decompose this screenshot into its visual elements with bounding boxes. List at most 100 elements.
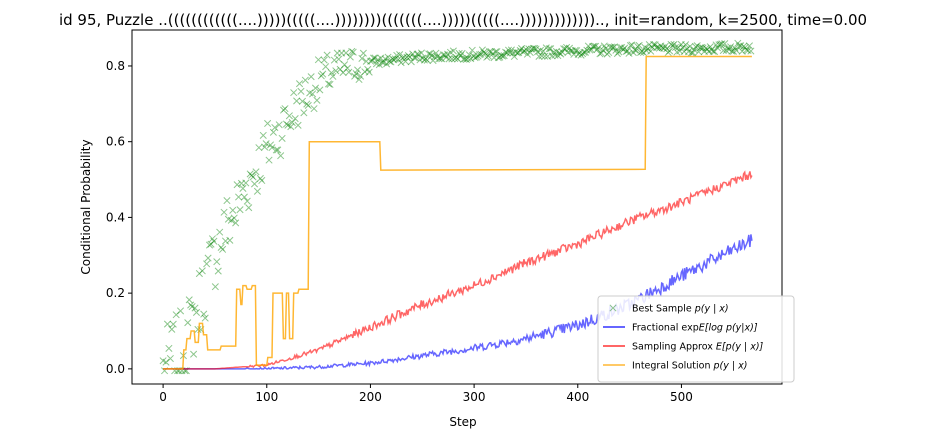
scatter-point xyxy=(349,48,357,56)
scatter-point xyxy=(503,49,511,57)
scatter-point xyxy=(410,54,418,62)
scatter-point xyxy=(159,357,167,365)
scatter-point xyxy=(459,55,468,63)
scatter-point xyxy=(361,68,369,76)
x-tick-label: 400 xyxy=(566,390,589,404)
scatter-point xyxy=(502,48,510,56)
scatter-point xyxy=(250,180,259,188)
series-line-3 xyxy=(163,55,752,370)
scatter-point xyxy=(213,258,221,266)
scatter-point xyxy=(532,45,540,53)
scatter-point xyxy=(351,72,359,80)
scatter-point xyxy=(528,45,536,53)
scatter-point xyxy=(314,56,322,64)
scatter-point xyxy=(165,344,173,352)
scatter-point xyxy=(441,51,449,59)
scatter-point xyxy=(229,206,237,214)
scatter-point xyxy=(445,55,453,63)
scatter-point xyxy=(529,44,537,52)
scatter-point xyxy=(677,40,685,48)
scatter-point xyxy=(449,47,457,55)
scatter-point xyxy=(224,215,232,223)
scatter-point xyxy=(597,49,605,57)
scatter-point xyxy=(248,171,256,179)
scatter-point xyxy=(635,41,643,50)
scatter-point xyxy=(478,46,486,54)
scatter-point xyxy=(680,48,688,56)
scatter-point xyxy=(487,48,495,56)
scatter-point xyxy=(481,49,489,57)
scatter-point xyxy=(509,49,517,57)
scatter-point xyxy=(207,240,215,248)
scatter-point xyxy=(673,48,681,56)
scatter-point xyxy=(242,179,250,187)
scatter-point xyxy=(489,50,497,58)
scatter-point xyxy=(448,55,456,63)
scatter-point xyxy=(676,47,684,55)
scatter-point xyxy=(610,43,619,51)
scatter-point xyxy=(589,43,597,51)
scatter-point xyxy=(734,39,742,47)
x-tick-label: 200 xyxy=(359,390,382,404)
scatter-point xyxy=(462,55,470,63)
legend-marker xyxy=(609,304,617,312)
scatter-point xyxy=(348,47,356,55)
scatter-point xyxy=(333,49,341,57)
scatter-point xyxy=(284,121,292,129)
scatter-point xyxy=(277,152,285,160)
scatter-point xyxy=(612,46,620,54)
scatter-point xyxy=(573,47,581,55)
scatter-point xyxy=(577,51,585,59)
scatter-point xyxy=(581,48,589,56)
scatter-point xyxy=(520,47,529,55)
y-axis: 0.0 0.2 0.4 0.6 0.8 xyxy=(106,59,132,376)
scatter-point xyxy=(342,49,350,57)
scatter-point xyxy=(265,156,273,164)
scatter-point xyxy=(290,89,298,97)
scatter-point xyxy=(606,43,614,51)
scatter-point xyxy=(671,43,679,52)
scatter-point xyxy=(697,43,706,51)
scatter-point xyxy=(642,47,650,55)
scatter-point xyxy=(523,50,531,58)
scatter-point xyxy=(198,267,206,275)
scatter-point xyxy=(246,170,254,178)
scatter-point xyxy=(654,43,662,51)
scatter-point xyxy=(518,44,526,53)
scatter-point xyxy=(307,73,315,81)
scatter-point xyxy=(457,52,465,60)
scatter-point xyxy=(561,45,569,53)
scatter-point xyxy=(609,43,617,52)
scatter-point xyxy=(371,54,379,62)
scatter-point xyxy=(266,141,275,149)
scatter-point xyxy=(696,44,704,52)
scatter-point xyxy=(252,168,260,176)
scatter-point xyxy=(200,310,208,318)
scatter-point xyxy=(484,52,492,60)
scatter-point xyxy=(354,66,362,74)
scatter-point xyxy=(432,49,440,57)
scatter-point xyxy=(226,236,234,244)
scatter-point xyxy=(580,48,588,56)
y-tick-label: 0.2 xyxy=(106,286,125,300)
scatter-point xyxy=(245,204,253,212)
x-tick-label: 300 xyxy=(463,390,486,404)
scatter-point xyxy=(420,56,428,64)
scatter-point xyxy=(211,283,219,291)
scatter-point xyxy=(545,45,553,53)
scatter-point xyxy=(547,45,555,53)
scatter-point xyxy=(722,46,730,55)
scatter-point xyxy=(429,56,437,65)
scatter-point xyxy=(438,55,446,63)
scatter-point xyxy=(558,48,566,56)
scatter-point xyxy=(219,245,227,253)
scatter-point xyxy=(369,54,378,62)
scatter-point xyxy=(706,43,714,51)
scatter-point xyxy=(239,184,247,193)
scatter-point xyxy=(204,254,212,262)
scatter-point xyxy=(232,219,240,227)
scatter-point xyxy=(684,48,693,56)
scatter-point xyxy=(570,50,578,58)
scatter-point xyxy=(541,52,549,60)
